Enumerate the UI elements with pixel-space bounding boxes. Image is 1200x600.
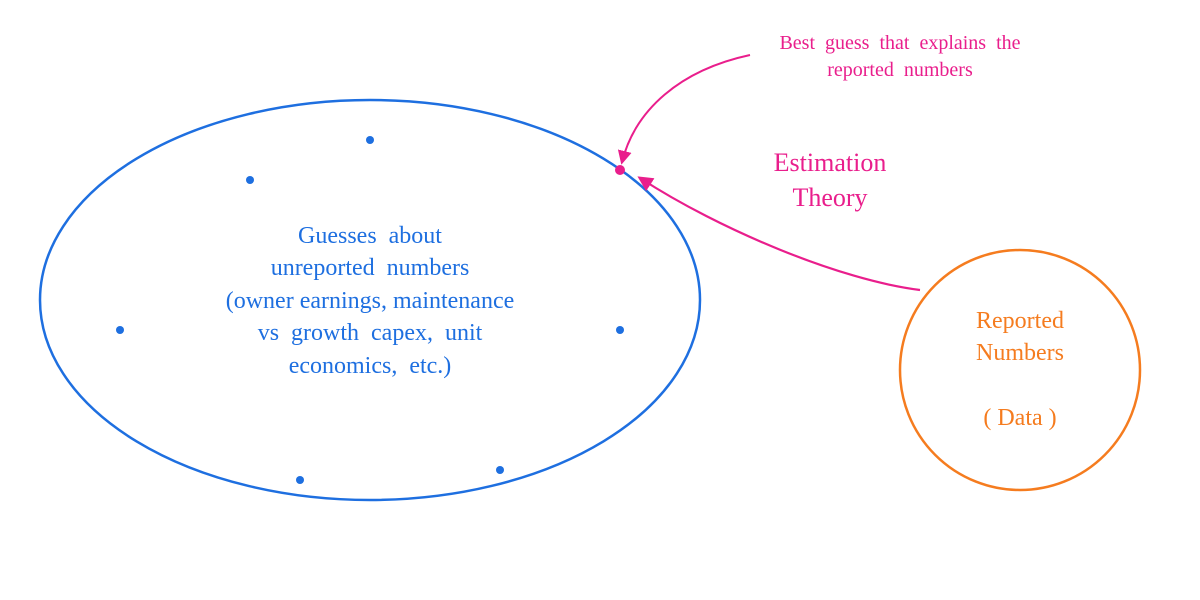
guess-dot-4 <box>296 476 304 484</box>
reported-circle-label: Reported Numbers ( Data ) <box>420 305 1200 435</box>
estimation-theory-label: Estimation Theory <box>230 145 1200 215</box>
guess-dot-0 <box>366 136 374 144</box>
guess-dot-5 <box>496 466 504 474</box>
best-guess-caption: Best guess that explains the reported nu… <box>300 30 1200 84</box>
